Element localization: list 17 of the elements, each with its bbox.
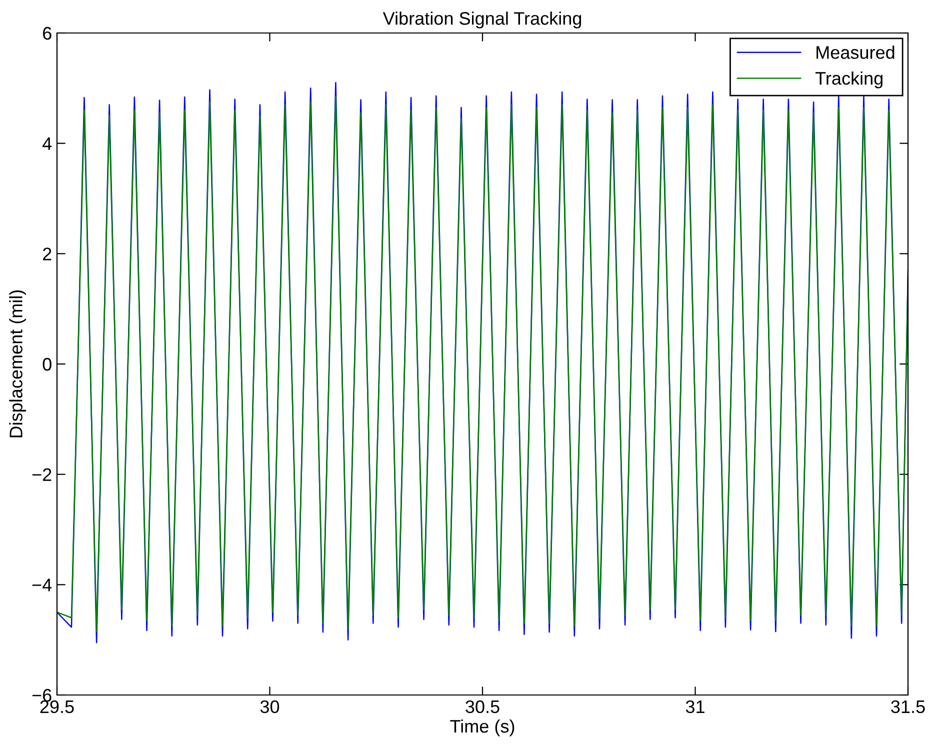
x-tick-label: 29.5: [40, 700, 74, 714]
chart-title: Vibration Signal Tracking: [382, 12, 582, 28]
x-tick-label: 30.5: [466, 700, 500, 714]
x-axis-title: Time (s): [450, 719, 514, 736]
y-tick-label: −6: [32, 688, 52, 702]
x-tick-label: 31.5: [891, 700, 925, 714]
y-tick-label: 6: [43, 26, 52, 40]
y-tick-label: −4: [32, 578, 52, 592]
y-tick-label: 4: [42, 137, 52, 150]
y-tick-label: 2: [43, 248, 52, 260]
x-tick-label: 31: [686, 700, 704, 714]
y-tick-label: 0: [42, 358, 52, 371]
y-axis-title: Displacement (mil): [9, 290, 26, 438]
legend-label: Tracking: [815, 72, 882, 88]
legend-label: Measured: [816, 46, 894, 59]
y-tick-label: −2: [32, 468, 52, 481]
x-tick-label: 30: [260, 700, 280, 714]
